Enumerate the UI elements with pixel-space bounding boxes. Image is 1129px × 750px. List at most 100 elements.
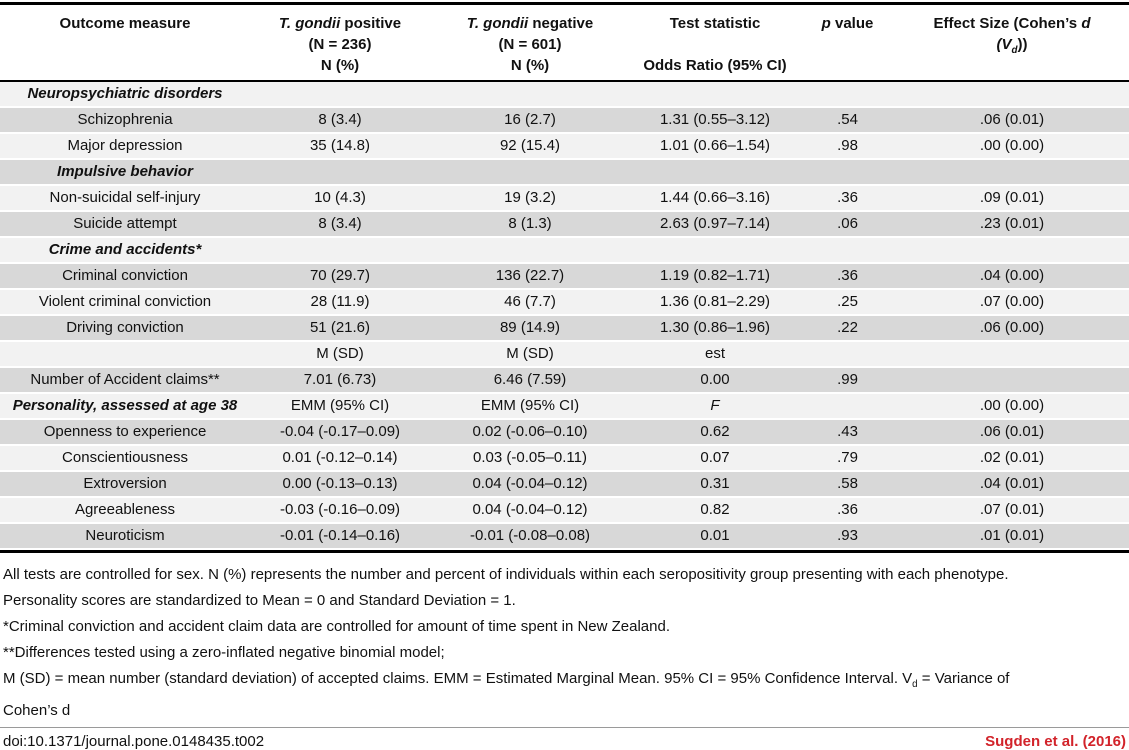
test-statistic-cell: 1.01 (0.66–1.54) [659,137,771,154]
p-value-cell: .25 [837,293,858,310]
header-effect-size: Effect Size (Cohen’s d (Vd)) [933,15,1091,56]
outcome-measure-cell: Extroversion [83,475,167,492]
test-statistic-cell: 1.30 (0.86–1.96) [659,319,771,336]
p-value-cell: .58 [837,475,858,492]
citation-text: Sugden et al. (2016) [985,733,1126,750]
p-value-cell: .22 [837,319,858,336]
tgondii-negative-cell [430,238,630,262]
tgondii-positive-cell [250,160,430,184]
doi-text: doi:10.1371/journal.pone.0148435.t002 [3,733,265,750]
table-row: M (SD) M (SD) est [0,342,1129,368]
outcome-measure-cell: Agreeableness [74,501,176,518]
tgondii-positive-cell: -0.01 (-0.14–0.16) [279,527,401,544]
tgondii-negative-cell [430,82,630,106]
p-value-cell: .98 [837,137,858,154]
tgondii-positive-cell: 0.01 (-0.12–0.14) [282,449,398,466]
effect-size-cell: .09 (0.01) [979,189,1045,206]
header-p-value: p value [821,15,874,32]
effect-size-cell [895,238,1129,262]
effect-size-cell: .00 (0.00) [979,137,1045,154]
effect-size-cell: .04 (0.00) [979,267,1045,284]
p-value-cell [800,160,895,184]
table-row: Impulsive behavior [0,160,1129,186]
p-value-cell: .79 [837,449,858,466]
test-statistic-cell: 1.19 (0.82–1.71) [659,267,771,284]
effect-size-cell: .06 (0.01) [979,111,1045,128]
tgondii-positive-cell: M (SD) [316,345,364,362]
tgondii-negative-cell: EMM (95% CI) [480,397,580,414]
test-statistic-cell: 2.63 (0.97–7.14) [659,215,771,232]
table-row: Criminal conviction 70 (29.7) 136 (22.7) 1.… [0,264,1129,290]
test-statistic-cell: 1.44 (0.66–3.16) [659,189,771,206]
test-statistic-cell: 0.31 [700,475,730,492]
tgondii-negative-cell: 6.46 (7.59) [493,371,567,388]
test-statistic-cell: 0.00 [700,371,730,388]
tgondii-negative-cell: -0.01 (-0.08–0.08) [469,527,591,544]
tgondii-positive-cell [250,82,430,106]
tgondii-positive-cell: 28 (11.9) [310,293,370,310]
effect-size-cell: .06 (0.01) [979,423,1045,440]
tgondii-positive-cell: 51 (21.6) [309,319,371,336]
section-label: Neuropsychiatric disorders [27,85,223,102]
effect-size-cell: .04 (0.01) [979,475,1045,492]
effect-size-cell [895,342,1129,366]
p-value-cell: .36 [837,501,858,518]
table-row: Driving conviction 51 (21.6) 89 (14.9) 1.30… [0,316,1129,342]
test-statistic-cell [630,238,800,262]
header-tgondii-negative: T. gondii negative (N = 601) N (%) [466,15,594,74]
test-statistic-cell: est [704,345,725,362]
table-body: Neuropsychiatric disorders Schizophrenia… [0,82,1129,553]
outcome-measure-cell [0,342,250,366]
effect-size-cell: .00 (0.00) [979,397,1045,414]
bottom-bar: doi:10.1371/journal.pone.0148435.t002 Su… [0,727,1129,750]
header-outcome-measure: Outcome measure [0,13,250,76]
table-row: Suicide attempt 8 (3.4) 8 (1.3) 2.63 (0.97–… [0,212,1129,238]
tgondii-negative-cell: 89 (14.9) [499,319,561,336]
outcome-measure-cell: Openness to experience [43,423,207,440]
table-row: Non-suicidal self-injury 10 (4.3) 19 (3.2)… [0,186,1129,212]
tgondii-negative-cell: 0.02 (-0.06–0.10) [472,423,588,440]
p-value-cell: .06 [837,215,858,232]
test-statistic-cell: 0.62 [700,423,730,440]
table-row: Personality, assessed at age 38 EMM (95% … [0,394,1129,420]
outcome-measure-cell: Driving conviction [66,319,184,336]
tgondii-negative-cell: 92 (15.4) [499,137,561,154]
p-value-cell [800,394,895,418]
table-row: Openness to experience -0.04 (-0.17–0.09)… [0,420,1129,446]
table-row: Conscientiousness 0.01 (-0.12–0.14) 0.03 (… [0,446,1129,472]
outcome-measure-cell: Suicide attempt [73,215,177,232]
table-row: Neuropsychiatric disorders [0,82,1129,108]
effect-size-cell: .23 (0.01) [979,215,1045,232]
outcome-measure-cell: Neuroticism [85,527,165,544]
p-value-cell: .43 [837,423,858,440]
table-row: Neuroticism -0.01 (-0.14–0.16) -0.01 (-0.0… [0,524,1129,550]
p-value-cell: .99 [837,371,858,388]
footnote-line: *Criminal conviction and accident claim … [3,618,671,635]
footnote-line: Cohen’s d [3,702,71,719]
header-species-italic: T. gondii [278,15,341,32]
effect-size-cell [895,160,1129,184]
tgondii-negative-cell: 136 (22.7) [495,267,565,284]
outcome-measure-cell: Non-suicidal self-injury [49,189,201,206]
test-statistic-cell: 0.82 [700,501,730,518]
table-header: Outcome measure T. gondii positive (N = … [0,2,1129,82]
effect-size-cell: .07 (0.01) [979,501,1045,518]
section-label: Impulsive behavior [57,163,193,180]
test-statistic-cell [630,160,800,184]
tgondii-negative-cell: 19 (3.2) [504,189,556,206]
table-row: Major depression 35 (14.8) 92 (15.4) 1.01 (… [0,134,1129,160]
tgondii-positive-cell: 35 (14.8) [309,137,371,154]
outcome-measure-cell: Major depression [67,137,183,154]
p-value-cell: .93 [837,527,858,544]
effect-size-cell [895,368,1129,392]
tgondii-positive-cell: EMM (95% CI) [290,397,390,414]
p-value-cell: .36 [837,267,858,284]
tgondii-negative-cell: 0.04 (-0.04–0.12) [472,501,588,518]
tgondii-positive-cell [250,238,430,262]
tgondii-positive-cell: -0.04 (-0.17–0.09) [279,423,401,440]
test-statistic-cell [630,82,800,106]
test-statistic-cell: 1.36 (0.81–2.29) [659,293,771,310]
effect-size-cell: .01 (0.01) [979,527,1045,544]
section-label: Crime and accidents* [48,241,202,258]
tgondii-positive-cell: 10 (4.3) [314,189,366,206]
